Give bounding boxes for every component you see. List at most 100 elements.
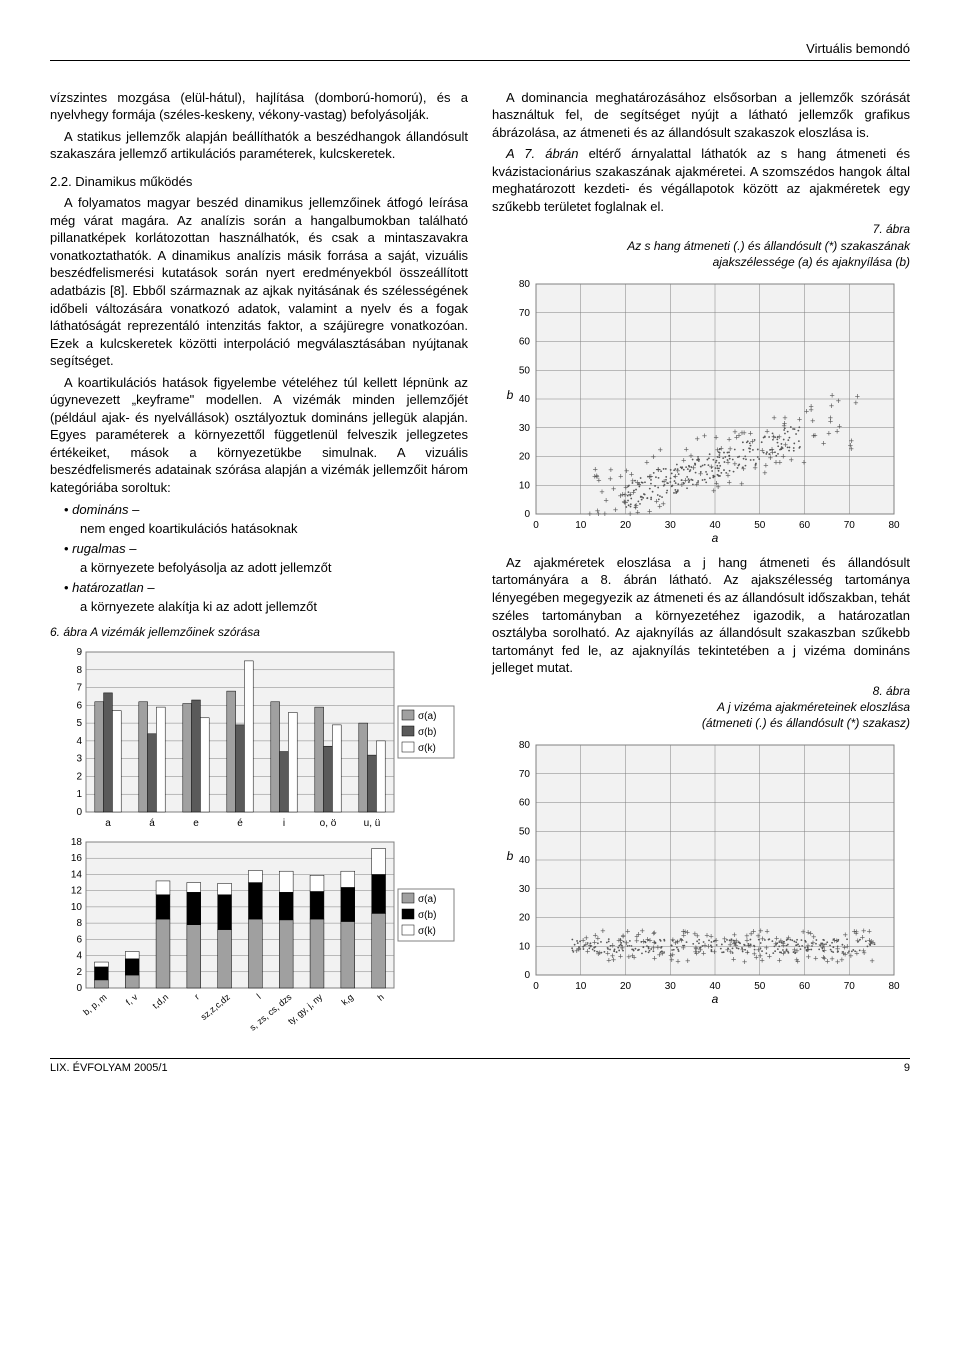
svg-text:20: 20 [519, 451, 531, 462]
svg-text:4: 4 [76, 736, 82, 747]
figure-ref: A 7. ábrán [506, 146, 578, 161]
svg-text:70: 70 [844, 520, 856, 531]
body-text: A folyamatos magyar beszéd dinamikus jel… [50, 194, 468, 369]
svg-text:+: + [688, 451, 693, 461]
svg-text:+: + [777, 432, 782, 442]
svg-text:12: 12 [71, 886, 83, 897]
svg-text:+: + [770, 447, 775, 457]
svg-text:+: + [739, 479, 744, 489]
svg-text:30: 30 [519, 884, 531, 895]
svg-text:+: + [836, 396, 841, 406]
svg-text:60: 60 [799, 981, 811, 992]
svg-text:+: + [764, 943, 769, 953]
svg-text:σ(k): σ(k) [418, 743, 436, 754]
svg-text:30: 30 [519, 423, 531, 434]
svg-text:+: + [771, 413, 776, 423]
svg-text:+: + [634, 932, 639, 942]
svg-text:+: + [713, 936, 718, 946]
svg-text:+: + [732, 459, 737, 469]
svg-text:10: 10 [519, 942, 531, 953]
svg-text:+: + [605, 949, 610, 959]
svg-text:+: + [714, 433, 719, 443]
svg-text:+: + [675, 466, 680, 476]
svg-text:+: + [848, 951, 853, 961]
footer-right: 9 [904, 1061, 910, 1076]
svg-text:+: + [861, 947, 866, 957]
svg-text:+: + [744, 931, 749, 941]
svg-text:+: + [786, 933, 791, 943]
figure-8-caption: 8. ábra A j vizéma ajakméreteinek eloszl… [492, 683, 910, 732]
svg-text:40: 40 [709, 520, 721, 531]
svg-text:+: + [813, 954, 818, 964]
svg-text:b, p, m: b, p, m [81, 992, 109, 1017]
svg-text:+: + [683, 476, 688, 486]
svg-text:3: 3 [76, 754, 82, 765]
svg-text:+: + [783, 440, 788, 450]
svg-text:+: + [587, 509, 592, 519]
body-text: vízszintes mozgása (elül-hátul), hajlítá… [50, 89, 468, 124]
svg-text:10: 10 [519, 480, 531, 491]
svg-text:+: + [722, 934, 727, 944]
svg-text:+: + [734, 936, 739, 946]
svg-text:+: + [809, 405, 814, 415]
body-text: A koartikulációs hatások figyelembe véte… [50, 374, 468, 497]
svg-text:+: + [825, 957, 830, 967]
svg-text:+: + [758, 951, 763, 961]
svg-text:+: + [628, 489, 633, 499]
svg-text:+: + [804, 406, 809, 416]
svg-text:t,d,n: t,d,n [150, 992, 170, 1011]
svg-text:+: + [613, 505, 618, 515]
svg-text:+: + [860, 933, 865, 943]
svg-text:b: b [507, 849, 514, 863]
svg-text:50: 50 [754, 520, 766, 531]
svg-text:+: + [685, 956, 690, 966]
svg-text:+: + [806, 945, 811, 955]
body-text: A dominancia meghatározásához elsősorban… [492, 89, 910, 142]
svg-text:60: 60 [519, 798, 531, 809]
svg-text:+: + [629, 469, 634, 479]
svg-text:+: + [652, 954, 657, 964]
svg-text:+: + [712, 947, 717, 957]
right-column: A dominancia meghatározásához elsősorban… [492, 89, 910, 1035]
svg-text:+: + [829, 390, 834, 400]
bullet-item: • határozatlan – [64, 579, 468, 597]
svg-text:+: + [839, 955, 844, 965]
svg-text:h: h [376, 992, 386, 1003]
svg-text:+: + [585, 947, 590, 957]
svg-text:+: + [826, 429, 831, 439]
svg-text:16: 16 [71, 853, 83, 864]
svg-text:e: e [193, 818, 199, 829]
figure-7-scatter: 0102030405060708001020304050607080++++++… [496, 274, 906, 544]
svg-text:8: 8 [76, 918, 82, 929]
svg-text:ty, gy, j, ny: ty, gy, j, ny [286, 992, 325, 1027]
svg-text:+: + [741, 464, 746, 474]
svg-text:50: 50 [519, 827, 531, 838]
svg-text:+: + [781, 949, 786, 959]
svg-text:+: + [654, 497, 659, 507]
svg-text:+: + [765, 427, 770, 437]
svg-text:+: + [658, 445, 663, 455]
svg-text:+: + [702, 941, 707, 951]
svg-text:+: + [593, 931, 598, 941]
figure-8-cap-line1: A j vizéma ajakméreteinek eloszlása [717, 700, 910, 714]
figure-6-caption: 6. ábra A vizémák jellemzőinek szórása [50, 624, 468, 640]
svg-text:0: 0 [76, 807, 82, 818]
svg-text:+: + [747, 942, 752, 952]
svg-text:r: r [192, 992, 201, 1002]
svg-text:+: + [681, 455, 686, 465]
svg-text:+: + [715, 445, 720, 455]
bullet-list: • domináns –nem enged koartikulációs hat… [64, 501, 468, 616]
svg-text:+: + [647, 506, 652, 516]
svg-text:+: + [845, 942, 850, 952]
svg-text:+: + [742, 957, 747, 967]
figure-8-scatter: 0102030405060708001020304050607080++++++… [496, 735, 906, 1005]
svg-text:50: 50 [519, 365, 531, 376]
svg-text:+: + [599, 487, 604, 497]
svg-text:80: 80 [519, 740, 531, 751]
left-column: vízszintes mozgása (elül-hátul), hajlítá… [50, 89, 468, 1035]
bullet-item: • rugalmas – [64, 540, 468, 558]
svg-text:0: 0 [533, 981, 539, 992]
svg-text:+: + [619, 943, 624, 953]
svg-text:+: + [810, 416, 815, 426]
svg-text:+: + [781, 939, 786, 949]
